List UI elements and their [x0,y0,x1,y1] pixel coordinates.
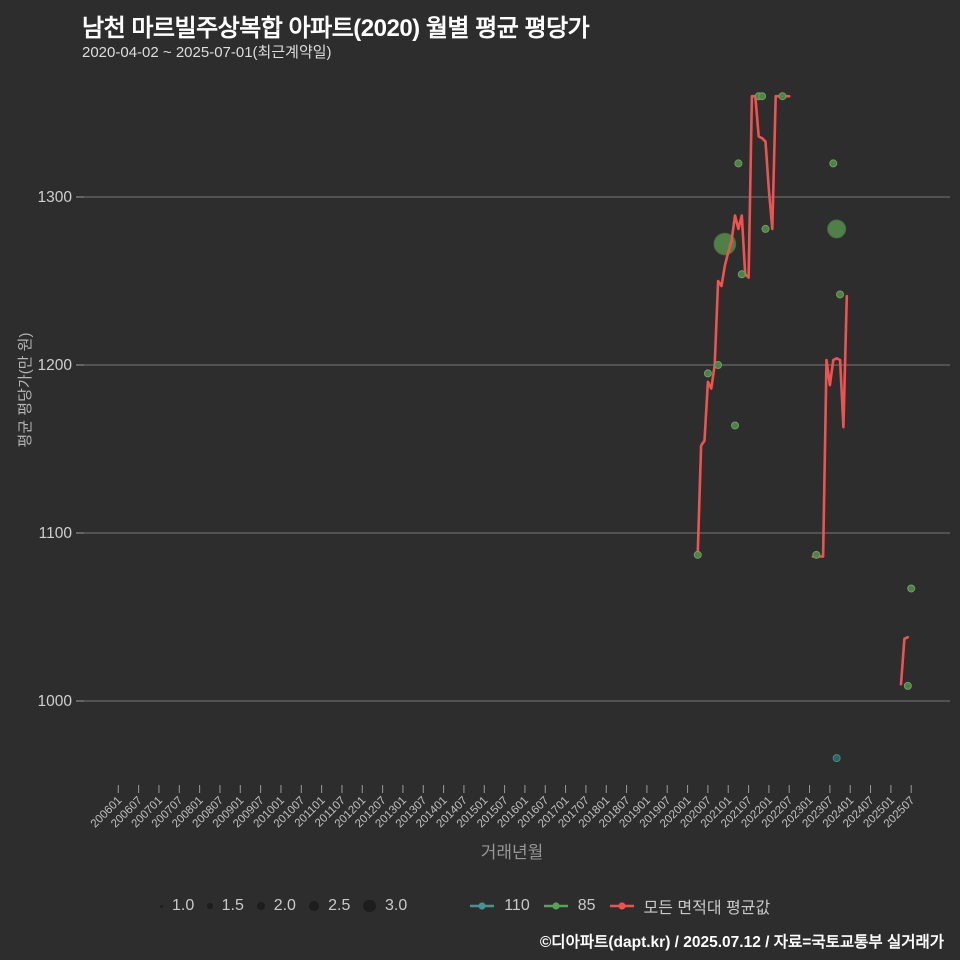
legend-label: 3.0 [384,897,408,914]
avg-price-line[interactable] [899,635,910,686]
y-tick-label: 1300 [38,189,73,206]
legend-series-item[interactable]: 85 [543,897,596,915]
legend-size-item[interactable]: 3.0 [363,897,407,915]
legend-label: 110 [504,897,530,914]
legend-size-circle-icon [256,902,265,910]
area85-point[interactable] [731,421,740,430]
legend-size-circle-icon [207,903,213,909]
legend-label: 모든 면적대 평균값 [643,900,771,917]
legend-label: 1.5 [221,897,244,914]
chart-legend: 1.0 1.5 2.0 2.5 3.0 110 85 모든 면적대 평균값 [160,888,770,924]
area85-point[interactable] [714,361,723,369]
chart-title: 남천 마르빌주상복합 아파트(2020) 월별 평균 평당가 [82,15,590,42]
area85-point[interactable] [758,92,767,101]
legend-label: 1.0 [172,897,195,914]
legend-size-item[interactable]: 1.0 [160,897,194,915]
legend-series-item[interactable]: 모든 면적대 평균값 [609,894,771,918]
area85-point[interactable] [693,550,702,559]
area110-point[interactable] [832,754,841,763]
y-tick-label: 1200 [38,357,73,374]
legend-label: 2.0 [273,897,296,914]
y-axis-title: 평균 평당가(만 원) [17,333,34,448]
area85-point[interactable] [734,159,743,168]
legend-series-item[interactable]: 110 [469,897,530,915]
area85-point[interactable] [829,159,838,168]
legend-size-item[interactable]: 2.5 [308,897,351,915]
area85-point[interactable] [836,290,845,299]
area85-point[interactable] [812,550,821,559]
area85-point[interactable] [778,92,787,101]
area85-point[interactable] [903,681,912,690]
legend-size-circle-icon [160,904,163,908]
legend-size-circle-icon [363,899,376,913]
avg-price-line[interactable] [811,294,849,558]
legend-series-marker-icon [470,902,495,910]
area85-point[interactable] [761,224,770,233]
x-axis-title: 거래년월 [481,843,544,862]
area85-point[interactable] [907,584,916,593]
y-tick-label: 1100 [39,525,73,542]
legend-label: 2.5 [328,897,351,914]
area85-bubble[interactable] [827,219,847,239]
footer-credit: ©디아파트(dapt.kr) / 2025.07.12 / 자료=국토교통부 실… [539,934,944,951]
legend-size-item[interactable]: 2.0 [256,897,296,915]
legend-label: 85 [577,897,596,914]
avg-price-line[interactable] [696,94,791,557]
y-tick-label: 1000 [38,693,73,710]
legend-size-circle-icon [308,900,320,912]
area85-point[interactable] [737,270,746,279]
area85-point[interactable] [703,369,712,378]
legend-series-marker-icon [543,902,568,910]
chart-subtitle: 2020-04-02 ~ 2025-07-01(최근계약일) [82,44,332,61]
legend-size-item[interactable]: 1.5 [207,897,244,915]
legend-series-marker-icon [609,902,634,910]
